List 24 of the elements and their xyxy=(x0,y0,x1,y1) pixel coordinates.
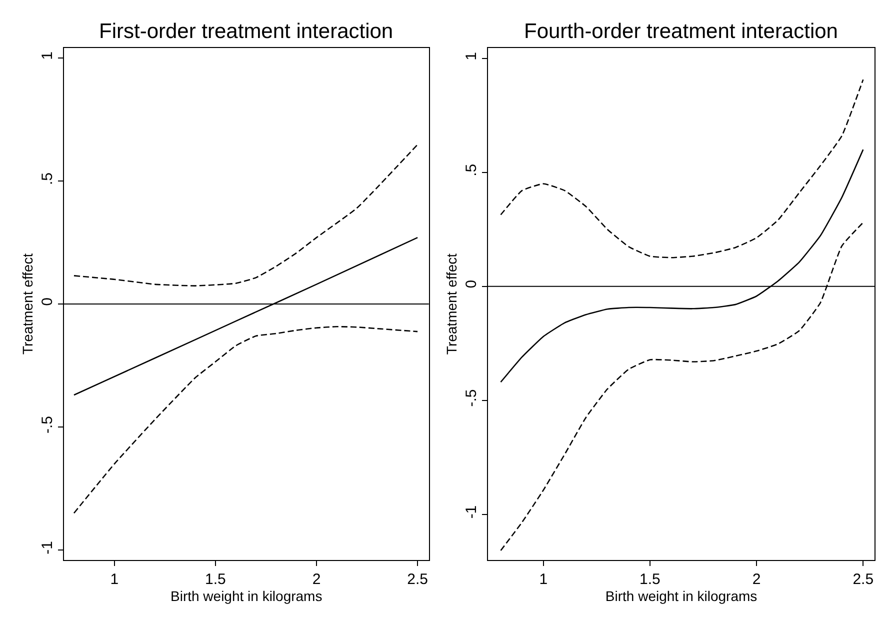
x-tick-label: 1 xyxy=(539,570,548,588)
y-axis-title: Treatment effect xyxy=(444,253,460,355)
y-axis-title: Treatment effect xyxy=(19,253,36,355)
y-tick-label: -1 xyxy=(38,541,56,554)
y-tick-label: 0 xyxy=(462,280,480,288)
y-tick-label: .5 xyxy=(462,164,480,176)
x-tick-label: 1 xyxy=(110,570,119,588)
y-tick-label: 1 xyxy=(462,52,480,60)
x-axis-title: Birth weight in kilograms xyxy=(170,588,322,604)
y-tick-label: 1 xyxy=(38,52,56,60)
x-tick-label: 1.5 xyxy=(640,570,660,588)
x-tick-label: 2 xyxy=(312,570,321,588)
y-tick-label: -1 xyxy=(462,505,480,519)
x-tick-label: 2.5 xyxy=(852,570,874,588)
chart-title: First-order treatment interaction xyxy=(99,20,394,43)
chart-title: Fourth-order treatment interaction xyxy=(524,20,838,43)
x-tick-label: 2 xyxy=(752,570,761,588)
y-tick-label: 0 xyxy=(38,298,56,306)
x-tick-label: 1.5 xyxy=(205,570,226,588)
y-tick-label: -.5 xyxy=(462,389,480,407)
x-tick-label: 2.5 xyxy=(407,570,428,588)
x-axis-title: Birth weight in kilograms xyxy=(605,588,758,604)
y-tick-label: .5 xyxy=(38,172,56,185)
y-tick-label: -.5 xyxy=(38,416,56,434)
